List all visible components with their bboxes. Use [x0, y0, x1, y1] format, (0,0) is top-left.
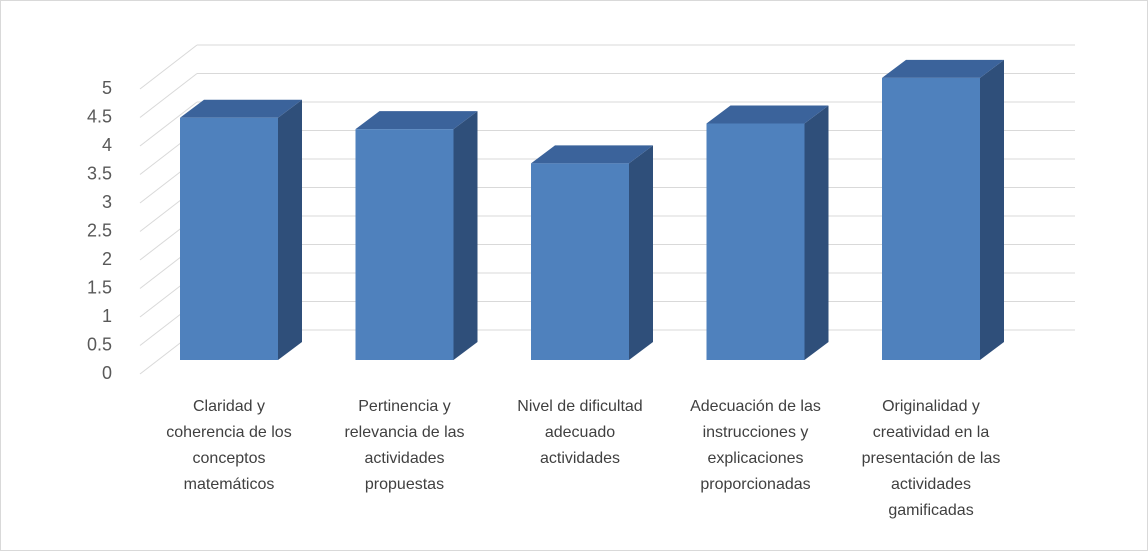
- bar-front: [355, 129, 454, 360]
- bar-side: [453, 111, 478, 361]
- bar-front: [531, 163, 629, 360]
- bar: [882, 59, 1004, 360]
- x-tick-label: Originalidad y creatividad en la present…: [861, 398, 1001, 519]
- bar-front: [180, 117, 278, 360]
- bar: [355, 111, 478, 361]
- bar-side: [804, 105, 829, 360]
- y-tick-label: 2: [102, 249, 112, 269]
- bar-top: [882, 59, 1004, 78]
- bar: [180, 99, 302, 360]
- bar-top: [706, 105, 829, 124]
- y-tick-label: 4: [102, 135, 112, 155]
- x-tick-label: Pertinencia y relevancia de las activida…: [344, 398, 465, 493]
- bar-top: [180, 99, 302, 118]
- grid-line-side: [139, 101, 198, 147]
- grid-line-side: [139, 73, 198, 118]
- y-tick-label: 4.5: [87, 106, 112, 126]
- y-tick-label: 1.5: [87, 277, 112, 297]
- bar-top: [355, 111, 478, 130]
- y-tick-label: 3: [102, 192, 112, 212]
- y-tick-label: 3.5: [87, 163, 112, 183]
- y-tick-label: 1: [102, 306, 112, 326]
- x-tick-label: Nivel de dificultad adecuado actividades: [517, 398, 643, 467]
- bar-side: [278, 99, 302, 360]
- bar-top: [531, 145, 653, 164]
- x-tick-label: Adecuación de las instrucciones y explic…: [690, 398, 821, 493]
- bar-front: [706, 123, 805, 360]
- bar-side: [629, 145, 653, 360]
- bar: [531, 145, 653, 360]
- bar-front: [882, 77, 980, 360]
- bar: [706, 105, 829, 360]
- y-tick-label: 2.5: [87, 220, 112, 240]
- y-tick-label: 0.5: [87, 334, 112, 354]
- y-tick-label: 5: [102, 78, 112, 98]
- y-tick-label: 0: [102, 363, 112, 383]
- x-tick-label: Claridad y coherencia de los conceptos m…: [166, 398, 292, 493]
- grid-line-side: [139, 44, 198, 90]
- bar-side: [980, 59, 1004, 360]
